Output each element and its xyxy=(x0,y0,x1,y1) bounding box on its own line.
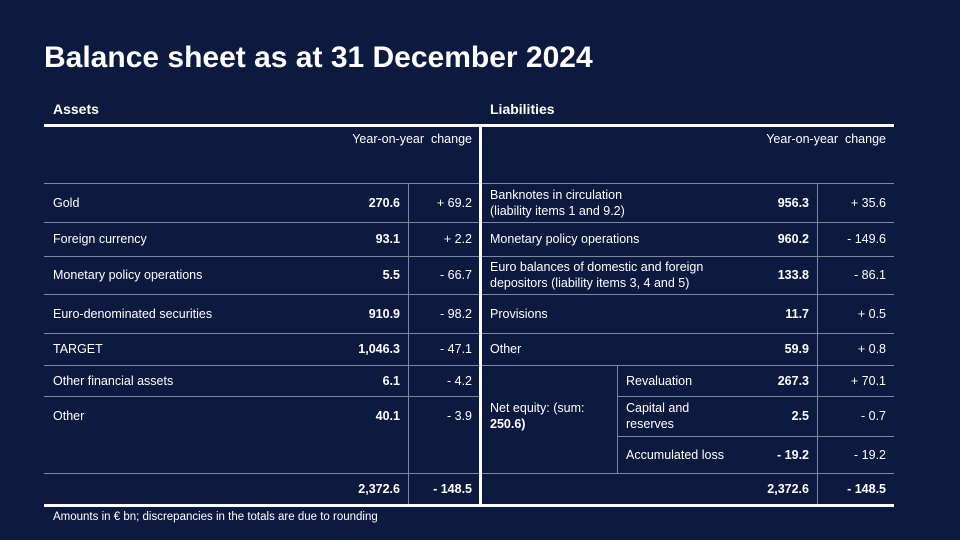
rule xyxy=(44,256,480,257)
row-label: Revaluation xyxy=(626,373,693,388)
rule xyxy=(482,365,894,366)
thick-rule xyxy=(44,504,894,507)
rule xyxy=(617,436,894,437)
row-value: 956.3 xyxy=(777,195,809,210)
row-value: 960.2 xyxy=(777,232,809,246)
row-label: Monetary policy operations xyxy=(53,268,203,282)
rule xyxy=(44,473,480,474)
row-value: 59.9 xyxy=(784,342,809,356)
row-change: - 66.7 xyxy=(440,268,472,282)
row-change: + 69.2 xyxy=(436,195,472,210)
thick-rule xyxy=(44,124,894,127)
row-change: + 0.8 xyxy=(857,342,886,356)
rule xyxy=(482,256,894,257)
row-label: Capital and reserves xyxy=(626,401,690,431)
total-value: 2,372.6 xyxy=(767,482,809,496)
row-label: Euro balances of domestic and foreign de… xyxy=(490,260,704,290)
row-change: - 98.2 xyxy=(440,306,472,321)
net-equity-text: Net equity: (sum: xyxy=(490,401,585,415)
row-label: Euro-denominated securities xyxy=(53,306,213,321)
rule xyxy=(44,333,480,334)
change-heading: Year-on-year change xyxy=(352,132,472,146)
row-change: - 86.1 xyxy=(854,268,886,282)
row-change: - 0.7 xyxy=(860,409,886,423)
row-change: + 0.5 xyxy=(857,306,886,321)
rule xyxy=(482,183,894,184)
row-value: 11.7 xyxy=(785,306,809,321)
assets-heading: Assets xyxy=(53,101,99,117)
row-value: 5.5 xyxy=(382,268,400,282)
row-change: - 19.2 xyxy=(854,447,886,462)
row-value: 6.1 xyxy=(382,373,400,388)
thick-rule xyxy=(479,124,482,507)
row-label: Gold xyxy=(53,195,80,210)
total-change: - 148.5 xyxy=(433,482,472,496)
row-label: TARGET xyxy=(53,342,103,356)
row-change: + 35.6 xyxy=(850,195,886,210)
rule xyxy=(482,333,894,334)
row-change: - 149.6 xyxy=(847,232,886,246)
rule xyxy=(44,365,480,366)
rule xyxy=(617,365,618,473)
net-equity-sum: 250.6) xyxy=(490,417,526,431)
rule xyxy=(408,183,409,505)
rule xyxy=(44,396,480,397)
rule xyxy=(44,294,480,295)
footnote: Amounts in € bn; discrepancies in the to… xyxy=(53,511,378,523)
row-value: 270.6 xyxy=(368,195,400,210)
rule xyxy=(482,473,894,474)
rule xyxy=(817,183,818,505)
row-value: 267.3 xyxy=(777,373,809,388)
row-change: + 2.2 xyxy=(443,232,472,246)
row-label: Other xyxy=(490,342,522,356)
row-change: + 70.1 xyxy=(850,373,886,388)
row-label: Monetary policy operations xyxy=(490,232,640,246)
row-change: - 3.9 xyxy=(446,409,472,423)
row-label: Foreign currency xyxy=(53,232,147,246)
rule xyxy=(44,183,480,184)
row-value: 40.1 xyxy=(375,409,400,423)
row-value: 93.1 xyxy=(375,232,400,246)
change-heading: Year-on-year change xyxy=(766,132,886,146)
net-equity-label: Net equity: (sum: 250.6) xyxy=(490,396,615,436)
row-label: Banknotes in circulation (liability item… xyxy=(490,187,625,218)
row-value: 133.8 xyxy=(777,268,809,282)
liabilities-heading: Liabilities xyxy=(490,101,555,117)
rule xyxy=(44,222,480,223)
row-change: - 47.1 xyxy=(440,342,472,356)
rule xyxy=(482,294,894,295)
total-change: - 148.5 xyxy=(847,482,886,496)
row-value: 2.5 xyxy=(791,409,809,423)
row-change: - 4.2 xyxy=(446,373,472,388)
rule xyxy=(482,222,894,223)
row-value: 910.9 xyxy=(368,306,400,321)
slide-title: Balance sheet as at 31 December 2024 xyxy=(44,41,593,74)
row-label: Other xyxy=(53,409,85,423)
row-label: Other financial assets xyxy=(53,373,174,388)
row-value: - 19.2 xyxy=(777,447,809,462)
total-value: 2,372.6 xyxy=(358,482,400,496)
row-value: 1,046.3 xyxy=(358,342,400,356)
row-label: Accumulated loss xyxy=(626,447,724,462)
row-label: Provisions xyxy=(490,306,548,321)
rule xyxy=(617,396,894,397)
